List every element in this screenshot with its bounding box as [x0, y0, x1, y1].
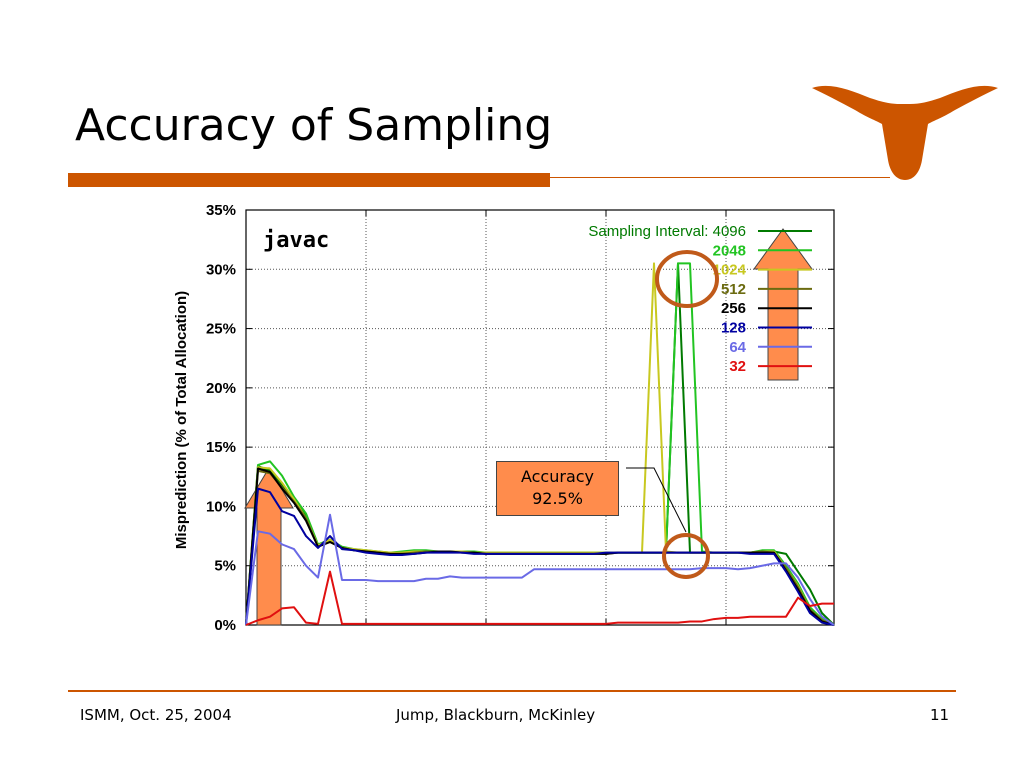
highlight-circle-baseline [662, 533, 710, 579]
series-line-64 [245, 513, 835, 626]
callout-connector [626, 467, 687, 533]
series-line-128 [245, 487, 835, 626]
y-tick-label: 30% [206, 261, 236, 278]
footer-page-number: 11 [930, 706, 950, 724]
title-underline-rule [550, 177, 890, 178]
longhorn-logo-icon [812, 85, 998, 180]
accuracy-value: 92.5% [532, 489, 583, 508]
panel-label: javac [263, 228, 329, 253]
title-underline-bar [68, 173, 550, 187]
highlight-circle-peak [655, 250, 719, 308]
accuracy-callout: Accuracy 92.5% [496, 461, 619, 516]
plot-frame [245, 209, 835, 626]
y-tick-label: 20% [206, 380, 236, 397]
footer-conference: ISMM, Oct. 25, 2004 [80, 706, 232, 724]
series-line-2048 [245, 262, 835, 626]
y-tick-label: 0% [214, 617, 236, 634]
y-tick-label: 5% [214, 558, 236, 575]
legend-label-1024: 1024 [713, 262, 747, 279]
accuracy-label: Accuracy [520, 467, 595, 486]
series-line-4096 [245, 262, 835, 626]
legend-label-32: 32 [729, 358, 746, 375]
y-tick-label: 10% [206, 498, 236, 515]
y-tick-label: 35% [206, 202, 236, 219]
legend-label-256: 256 [721, 300, 746, 317]
legend-label-512: 512 [721, 281, 746, 298]
series-line-1024 [245, 262, 835, 626]
legend-label-4096: Sampling Interval: 4096 [588, 223, 746, 240]
legend-label-2048: 2048 [713, 242, 746, 259]
legend-label-64: 64 [729, 339, 746, 356]
y-tick-label: 15% [206, 439, 236, 456]
y-axis-label: Misprediction (% of Total Allocation) [173, 291, 190, 549]
series-line-32 [245, 570, 834, 626]
footer-divider [68, 690, 956, 692]
slide-title: Accuracy of Sampling [75, 100, 553, 151]
footer-authors: Jump, Blackburn, McKinley [396, 706, 596, 724]
y-tick-label: 25% [206, 321, 236, 338]
right-highlight-arrow-icon [753, 228, 813, 381]
legend-label-128: 128 [721, 320, 746, 337]
